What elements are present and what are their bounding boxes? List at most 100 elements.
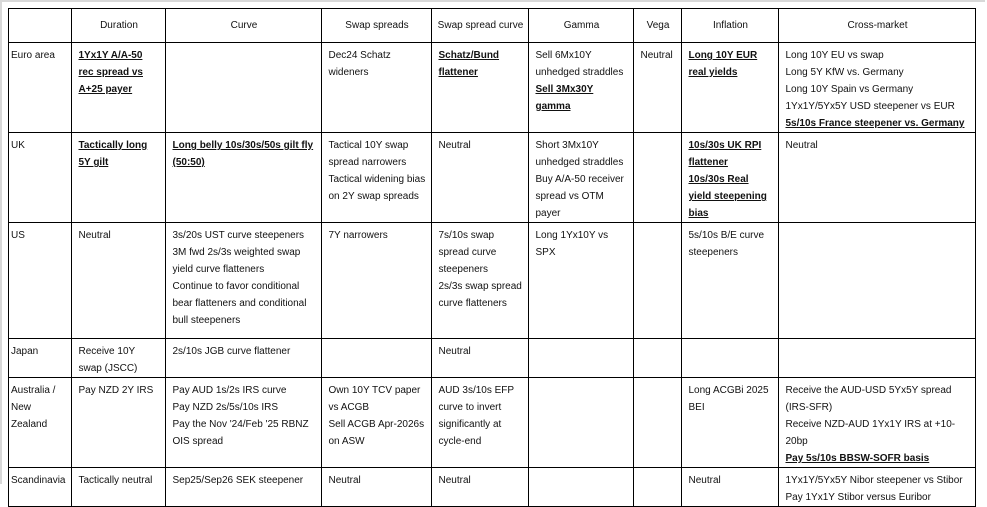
table-cell: Neutral [431, 467, 530, 507]
trade-idea: AUD 3s/10s EFP curve to invert significa… [438, 385, 514, 447]
trade-idea: 1Yx1Y/5Yx5Y USD steepener vs EUR [785, 101, 955, 112]
region-cell: UK [7, 132, 73, 223]
trade-idea: Receive NZD-AUD 1Yx1Y IRS at +10-20bp [785, 419, 956, 447]
table-row: Japan Receive 10Y swap (JSCC) 2s/10s JGB c… [7, 338, 977, 378]
table-cell: Neutral [321, 467, 433, 507]
table-cell: Pay NZD 2Y IRS [71, 377, 167, 468]
trade-idea: Buy A/A-50 receiver spread vs OTM payer [535, 174, 624, 219]
table-cell: Schatz/Bund flattener [431, 42, 530, 133]
table-row: UK Tactically long 5Y gilt Long belly 10s/… [7, 132, 977, 223]
highlighted-trade: Sell 3Mx30Y gamma [535, 84, 594, 112]
trade-idea: Receive 10Y swap (JSCC) [78, 346, 138, 374]
trade-idea: Neutral [640, 50, 673, 61]
region-cell: US [7, 222, 73, 339]
trade-idea: Short 3Mx10Y unhedged straddles [535, 140, 624, 168]
trade-idea: Pay NZD 2Y IRS [78, 385, 154, 396]
trade-idea: Neutral [688, 475, 721, 486]
trade-idea: Neutral [78, 230, 111, 241]
column-header [7, 8, 73, 43]
column-header: Gamma [528, 8, 635, 43]
highlighted-trade: 1Yx1Y A/A-50 rec spread vs A+25 payer [78, 50, 143, 95]
column-header: Cross-market [778, 8, 977, 43]
trade-idea: 7s/10s swap spread curve steepeners [438, 230, 497, 275]
header-row: Duration Curve Swap spreads Swap spread cur… [7, 8, 977, 43]
table-cell: Pay AUD 1s/2s IRS curve Pay NZD 2s/5s/10s… [165, 377, 323, 468]
trade-idea: 3s/20s UST curve steepeners [172, 230, 305, 241]
highlighted-trade: Pay 5s/10s BBSW-SOFR basis [785, 453, 930, 464]
table-cell: 2s/10s JGB curve flattener [165, 338, 323, 378]
region-cell: Japan [7, 338, 73, 378]
trade-idea: Tactical 10Y swap spread narrowers [328, 140, 409, 168]
trade-idea: Tactical widening bias on 2Y swap spread… [328, 174, 426, 202]
table-cell: Receive the AUD-USD 5Yx5Y spread (IRS-SF… [778, 377, 977, 468]
table-cell: Long 10Y EUR real yields [681, 42, 780, 133]
table-cell [633, 377, 683, 468]
trade-idea: Neutral [438, 346, 471, 357]
trade-idea: Neutral [438, 140, 471, 151]
trade-idea: 2s/3s swap spread curve flatteners [438, 281, 522, 309]
region-cell: Australia / New Zealand [7, 377, 73, 468]
table-cell [681, 338, 780, 378]
table-cell [633, 132, 683, 223]
column-header: Swap spread curve [431, 8, 530, 43]
table-row: Australia / New Zealand Pay NZD 2Y IRS Pay… [7, 377, 977, 468]
trade-idea: Receive the AUD-USD 5Yx5Y spread (IRS-SF… [785, 385, 952, 413]
column-header: Duration [71, 8, 167, 43]
table-cell: Neutral [633, 42, 683, 133]
table-cell [321, 338, 433, 378]
table-cell: Neutral [71, 222, 167, 339]
trade-idea: Neutral [438, 475, 471, 486]
column-header: Inflation [681, 8, 780, 43]
table-cell: AUD 3s/10s EFP curve to invert significa… [431, 377, 530, 468]
table-cell [778, 338, 977, 378]
table-cell: 7Y narrowers [321, 222, 433, 339]
highlighted-trade: Long 10Y EUR real yields [688, 50, 758, 78]
table-cell: Own 10Y TCV paper vs ACGB Sell ACGB Apr-2… [321, 377, 433, 468]
trade-idea: 3M fwd 2s/3s weighted swap yield curve f… [172, 247, 301, 275]
page-frame [0, 0, 985, 484]
table-cell [633, 467, 683, 507]
table-cell: Tactically neutral [71, 467, 167, 507]
table-cell [528, 338, 635, 378]
trade-idea: Pay the Nov '24/Feb '25 RBNZ OIS spread [172, 419, 309, 447]
table-cell: Short 3Mx10Y unhedged straddles Buy A/A-5… [528, 132, 635, 223]
table-cell: Neutral [778, 132, 977, 223]
table-row: US Neutral 3s/20s UST curve steepeners 3M f… [7, 222, 977, 339]
table-cell: 5s/10s B/E curve steepeners [681, 222, 780, 339]
table-row: Scandinavia Tactically neutral Sep25/Sep26… [7, 467, 977, 507]
trade-idea: Tactically neutral [78, 475, 153, 486]
highlighted-trade: 5s/10s France steepener vs. Germany [785, 118, 965, 129]
trade-idea: Dec24 Schatz wideners [328, 50, 391, 78]
table-cell: 1Yx1Y A/A-50 rec spread vs A+25 payer [71, 42, 167, 133]
highlighted-trade: Tactically long 5Y gilt [78, 140, 148, 168]
table-cell: Tactically long 5Y gilt [71, 132, 167, 223]
trade-idea: Long 5Y KfW vs. Germany [785, 67, 904, 78]
table-cell: 10s/30s UK RPI flattener 10s/30s Real yie… [681, 132, 780, 223]
column-header: Vega [633, 8, 683, 43]
table-cell: 7s/10s swap spread curve steepeners 2s/3s… [431, 222, 530, 339]
trade-idea: 7Y narrowers [328, 230, 388, 241]
table-cell: 3s/20s UST curve steepeners 3M fwd 2s/3s … [165, 222, 323, 339]
table-cell: Long belly 10s/30s/50s gilt fly (50:50) [165, 132, 323, 223]
column-header: Curve [165, 8, 323, 43]
table-cell: Long 1Yx10Y vs SPX [528, 222, 635, 339]
table-cell: Dec24 Schatz wideners [321, 42, 433, 133]
highlighted-trade: Long belly 10s/30s/50s gilt fly (50:50) [172, 140, 314, 168]
trade-recommendations-table: Duration Curve Swap spreads Swap spread cur… [7, 8, 977, 507]
column-header: Swap spreads [321, 8, 433, 43]
trade-idea: Pay 1Yx1Y Stibor versus Euribor [785, 492, 931, 503]
region-cell: Scandinavia [7, 467, 73, 507]
table-cell: Long 10Y EU vs swap Long 5Y KfW vs. Germa… [778, 42, 977, 133]
table-cell [165, 42, 323, 133]
trade-idea: Own 10Y TCV paper vs ACGB [328, 385, 421, 413]
table-cell [778, 222, 977, 339]
table-cell: Tactical 10Y swap spread narrowers Tactic… [321, 132, 433, 223]
table-cell [633, 338, 683, 378]
table-row: Euro area 1Yx1Y A/A-50 rec spread vs A+25… [7, 42, 977, 133]
trade-idea: Neutral [785, 140, 818, 151]
trade-idea: 5s/10s B/E curve steepeners [688, 230, 765, 258]
trade-idea: Pay AUD 1s/2s IRS curve [172, 385, 287, 396]
trade-idea: Sep25/Sep26 SEK steepener [172, 475, 304, 486]
highlighted-trade: Schatz/Bund flattener [438, 50, 500, 78]
highlighted-trade: 10s/30s Real yield steepening bias [688, 174, 767, 219]
